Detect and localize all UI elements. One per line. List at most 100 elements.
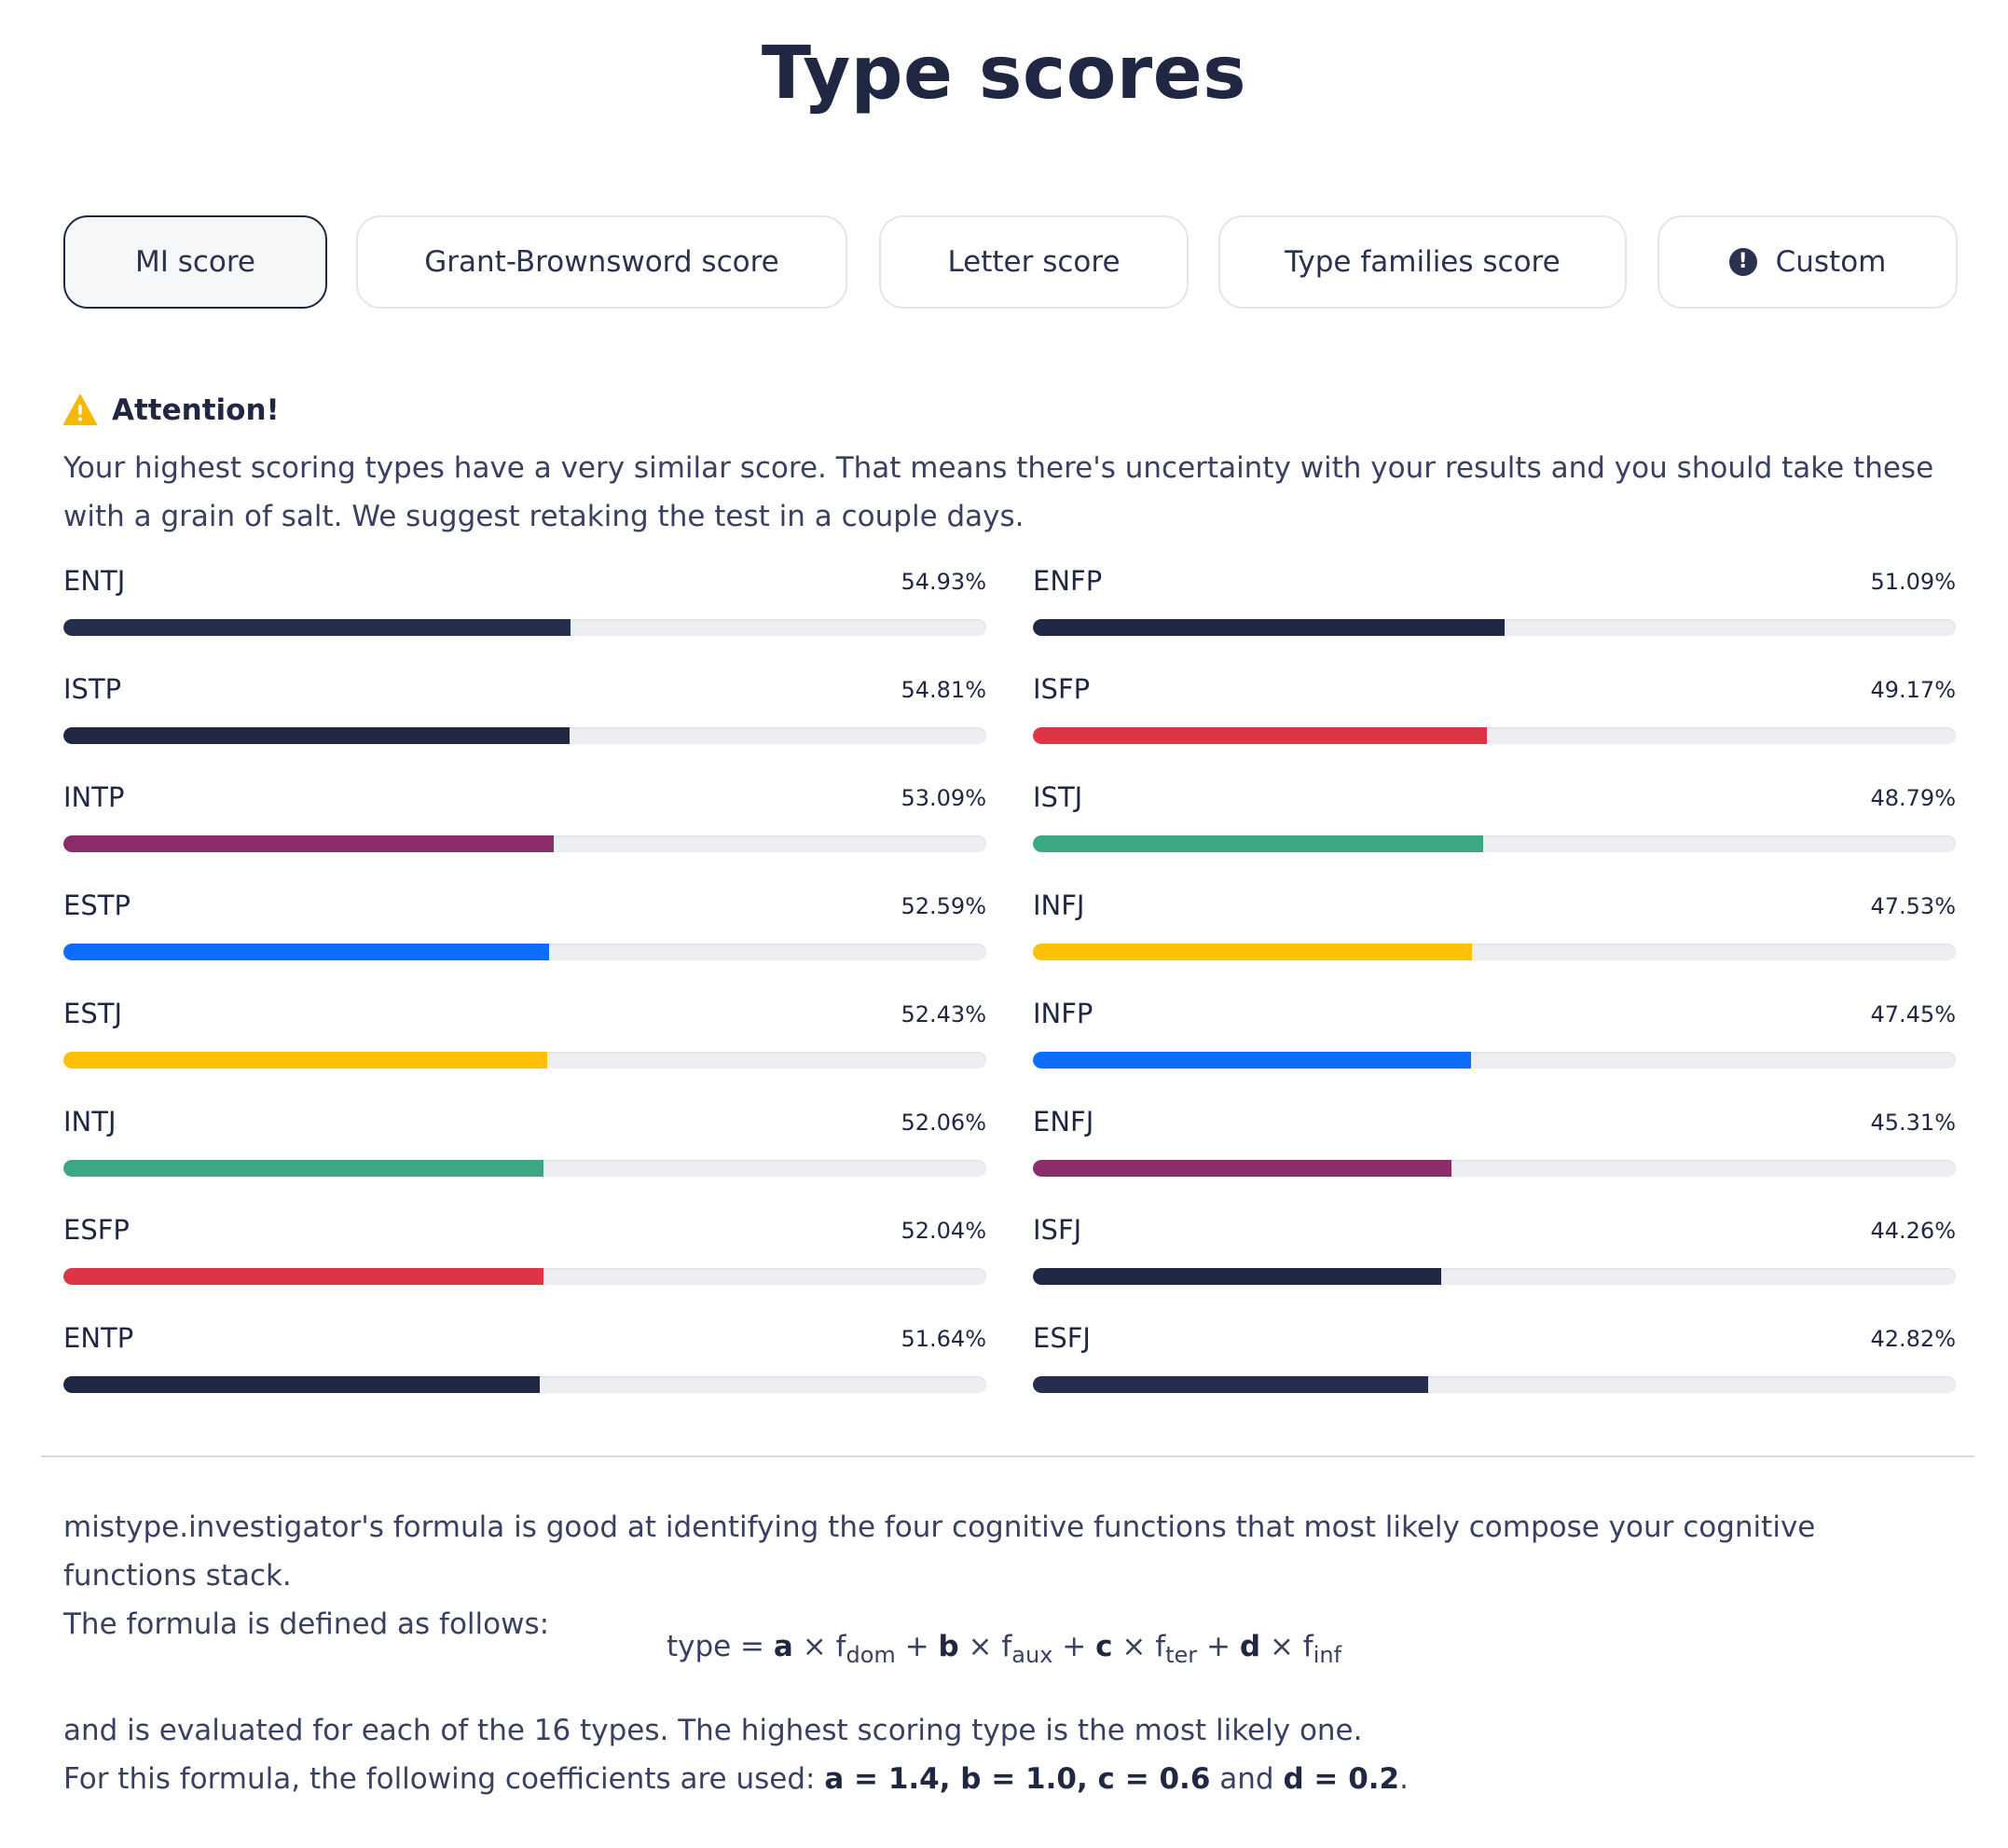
score-row-istp: ISTP 54.81% [63,673,986,781]
progress-track [1033,1376,1956,1393]
outro-line: For this formula, the following coeffici… [63,1755,1946,1803]
progress-fill [1033,1376,1428,1393]
score-type-label: ESFJ [1033,1322,1091,1354]
times-sign: × [968,1630,993,1663]
score-percentage: 52.04% [901,1218,986,1244]
explanation-line: mistype.investigator's formula is good a… [63,1510,1816,1593]
progress-fill [1033,835,1484,852]
function-symbol: f [1155,1630,1166,1663]
score-type-label: ISFP [1033,673,1091,705]
function-symbol: f [1302,1630,1313,1663]
score-type-label: ESFP [63,1214,130,1246]
score-row-isfp: ISFP 49.17% [1033,673,1956,781]
score-percentage: 53.09% [901,785,986,811]
progress-fill [1033,727,1487,744]
score-percentage: 44.26% [1870,1218,1956,1244]
score-row-esfp: ESFP 52.04% [63,1214,986,1322]
tab-custom[interactable]: ! Custom [1657,215,1958,309]
score-type-label: ESTP [63,890,131,921]
score-row-esfj: ESFJ 42.82% [1033,1322,1956,1430]
score-row-entj: ENTJ 54.93% [63,565,986,673]
score-type-label: ISTJ [1033,781,1083,813]
subscript-aux: aux [1011,1642,1053,1669]
divider [41,1455,1974,1457]
progress-fill [1033,944,1472,960]
attention-text: Your highest scoring types have a very s… [63,451,1934,533]
score-percentage: 42.82% [1870,1326,1956,1352]
progress-fill [63,727,570,744]
score-percentage: 52.59% [901,893,986,919]
attention-title: Attention! [112,393,280,427]
progress-fill [63,835,554,852]
tab-letter-score[interactable]: Letter score [879,215,1189,309]
score-type-label: INFJ [1033,890,1085,921]
tab-type-families-score[interactable]: Type families score [1218,215,1627,309]
score-row-entp: ENTP 51.64% [63,1322,986,1430]
score-percentage: 52.06% [901,1110,986,1136]
score-type-label: INFP [1033,998,1093,1029]
coefficient-d-value: d = 0.2 [1283,1762,1400,1796]
progress-track [63,835,986,852]
score-percentage: 51.64% [901,1326,986,1352]
exclamation-circle-icon: ! [1728,248,1757,276]
outro-prefix: For this formula, the following coeffici… [63,1762,816,1796]
tab-mi-score[interactable]: MI score [63,215,327,309]
score-row-isfj: ISFJ 44.26% [1033,1214,1956,1322]
progress-fill [1033,619,1505,636]
attention-header: Attention! [63,390,1946,431]
score-type-label: ISFJ [1033,1214,1082,1246]
score-row-enfp: ENFP 51.09% [1033,565,1956,673]
score-percentage: 45.31% [1870,1110,1956,1136]
progress-fill [63,1160,544,1177]
score-percentage: 47.45% [1870,1001,1956,1027]
score-row-infp: INFP 47.45% [1033,998,1956,1106]
tab-grant-brownsword-score[interactable]: Grant-Brownsword score [356,215,847,309]
progress-track [1033,835,1956,852]
times-sign: × [1269,1630,1294,1663]
score-type-label: ENFJ [1033,1106,1094,1138]
progress-fill [1033,1268,1442,1285]
score-row-estj: ESTJ 52.43% [63,998,986,1106]
plus-sign: + [1206,1630,1231,1663]
warning-icon [63,394,97,425]
progress-track [1033,1160,1956,1177]
type-scores-list: ENTJ 54.93% ISTP 54.81% INTP 53.09% ESTP 52.59%… [0,565,2008,1404]
progress-track [63,727,986,744]
attention-alert: Attention! Your highest scoring types ha… [63,390,1946,541]
progress-fill [63,1052,548,1069]
formula-explanation: mistype.investigator's formula is good a… [63,1503,1946,1648]
score-row-istj: ISTJ 48.79% [1033,781,1956,890]
progress-track [63,1376,986,1393]
progress-track [1033,619,1956,636]
coefficient-d: d [1239,1630,1261,1663]
tab-label: Custom [1775,245,1887,279]
outro-line: and is evaluated for each of the 16 type… [63,1714,1363,1747]
coefficients-values: a = 1.4, b = 1.0, c = 0.6 [824,1762,1211,1796]
score-type-label: INTJ [63,1106,117,1138]
progress-track [1033,1052,1956,1069]
tab-label: MI score [134,245,256,279]
progress-fill [1033,1160,1451,1177]
score-tabs: MI score Grant-Brownsword score Letter s… [0,215,2008,312]
progress-fill [1033,1052,1471,1069]
progress-track [1033,1268,1956,1285]
score-percentage: 48.79% [1870,785,1956,811]
score-row-enfj: ENFJ 45.31% [1033,1106,1956,1214]
progress-fill [63,944,549,960]
score-type-label: INTP [63,781,125,813]
score-percentage: 54.93% [901,569,986,595]
progress-track [63,1268,986,1285]
plus-sign: + [904,1630,929,1663]
progress-fill [63,1376,541,1393]
tab-label: Grant-Brownsword score [424,245,779,279]
score-percentage: 52.43% [901,1001,986,1027]
plus-sign: + [1062,1630,1087,1663]
progress-track [1033,944,1956,960]
subscript-inf: inf [1313,1642,1342,1669]
outro-and: and [1219,1762,1274,1796]
function-symbol: f [1001,1630,1012,1663]
coefficient-c: c [1095,1630,1113,1663]
score-type-label: ESTJ [63,998,122,1029]
times-sign: × [802,1630,827,1663]
